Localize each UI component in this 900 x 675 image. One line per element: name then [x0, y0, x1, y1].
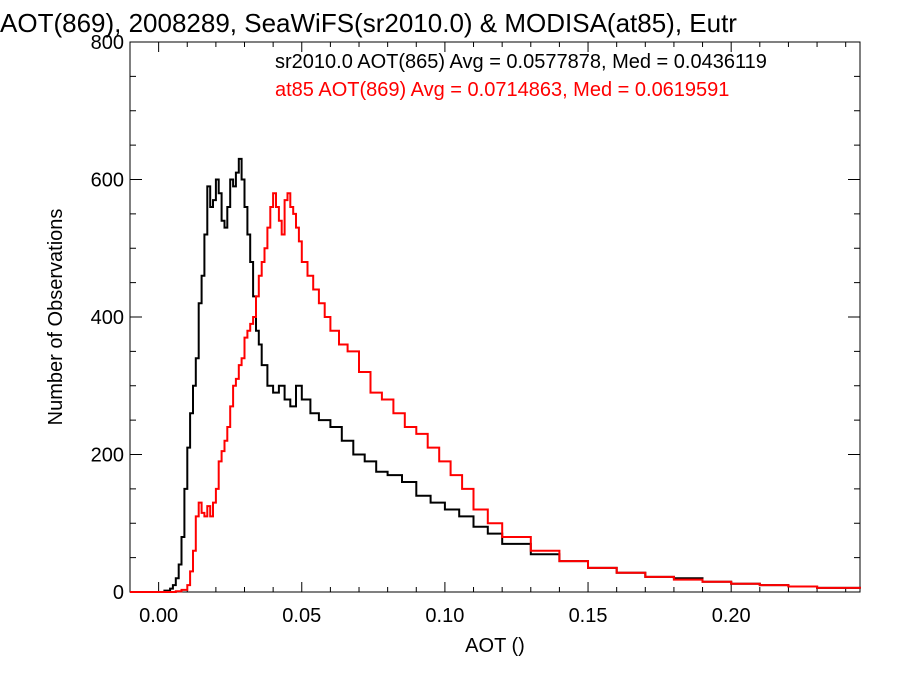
x-tick-label: 0.20 — [712, 605, 751, 627]
series-layer — [130, 157, 861, 593]
annotation-at85: at85 AOT(869) Avg = 0.0714863, Med = 0.0… — [275, 79, 729, 101]
series-sr2010-line — [130, 157, 861, 593]
chart-title: AOT(869), 2008289, SeaWiFS(sr2010.0) & M… — [0, 8, 737, 38]
x-tick-label: 0.10 — [425, 605, 464, 627]
y-axis-label: Number of Observations — [45, 209, 67, 426]
series-at85-line — [130, 192, 861, 593]
y-tick-label: 400 — [91, 307, 124, 329]
x-axis-label: AOT () — [465, 635, 525, 657]
y-tick-label: 0 — [113, 582, 124, 604]
y-tick-label: 800 — [91, 32, 124, 54]
y-tick-label: 200 — [91, 445, 124, 467]
x-tick-label: 0.15 — [569, 605, 608, 627]
plot-frame — [129, 41, 861, 593]
y-tick-label: 600 — [91, 170, 124, 192]
annotation-sr2010: sr2010.0 AOT(865) Avg = 0.0577878, Med =… — [275, 51, 767, 73]
y-axis: 0 200 400 600 800 — [91, 32, 860, 604]
x-axis: 0.00 0.05 0.10 0.15 0.20 — [129, 42, 847, 627]
x-tick-label: 0.00 — [139, 605, 178, 627]
x-tick-label: 0.05 — [282, 605, 321, 627]
